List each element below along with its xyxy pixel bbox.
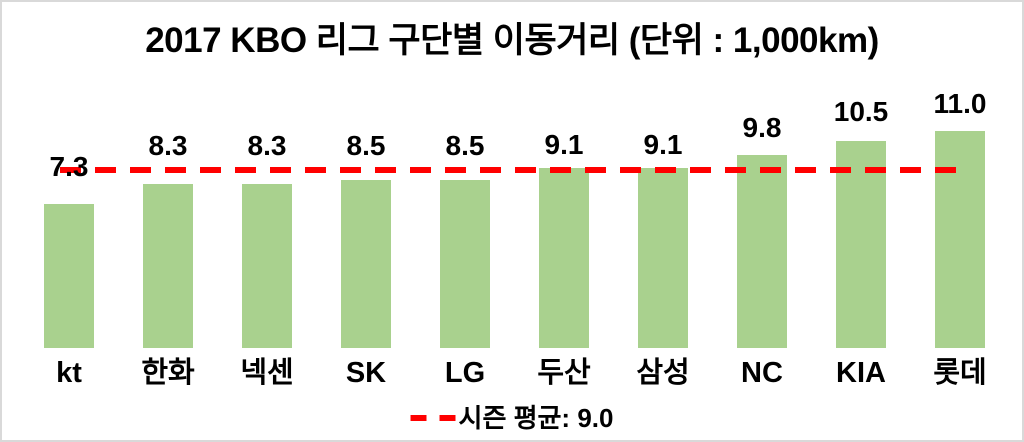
bar-kt [44, 204, 94, 348]
bar-한화 [143, 184, 193, 348]
category-label: NC [741, 357, 783, 389]
bar-value-label: 7.3 [49, 151, 89, 182]
category-label: 넥센 [240, 357, 294, 389]
bar-롯데 [935, 131, 985, 348]
bar-value-label: 9.8 [742, 112, 782, 143]
category-label: 삼성 [636, 357, 690, 389]
bar-value-label: 8.5 [445, 130, 485, 161]
dashed-line-legend-icon [410, 415, 457, 421]
bar-넥센 [242, 184, 292, 348]
bar-value-label: 8.3 [247, 130, 287, 161]
bar-삼성 [638, 168, 688, 348]
chart-title: 2017 KBO 리그 구단별 이동거리 (단위 : 1,000km) [145, 21, 879, 60]
category-label: 롯데 [933, 357, 987, 389]
bar-두산 [539, 168, 589, 348]
bar-value-label: 8.5 [346, 130, 386, 161]
category-label: 한화 [141, 357, 195, 389]
category-label: 두산 [537, 357, 591, 389]
legend-label: 시즌 평균: 9.0 [458, 403, 614, 433]
bar-NC [737, 155, 787, 348]
bar-value-label: 10.5 [833, 96, 889, 127]
legend: 시즌 평균: 9.0 [410, 403, 614, 433]
bar-KIA [836, 141, 886, 348]
bar-value-label: 11.0 [933, 88, 987, 119]
category-label: LG [444, 357, 486, 389]
bar-SK [341, 180, 391, 348]
category-label: kt [56, 357, 82, 389]
category-label: SK [345, 357, 387, 389]
season-average-dashed-line [60, 167, 959, 173]
category-label: KIA [836, 357, 886, 389]
bar-value-label: 9.1 [643, 129, 683, 160]
bar-value-label: 8.3 [148, 130, 188, 161]
bar-value-label: 9.1 [544, 129, 584, 160]
bar-LG [440, 180, 490, 348]
